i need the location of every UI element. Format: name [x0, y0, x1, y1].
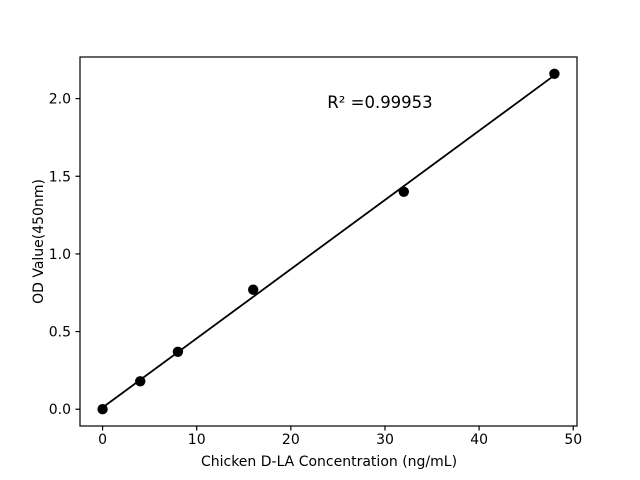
- data-point: [97, 404, 108, 415]
- y-tick-label: 0.5: [49, 325, 71, 341]
- data-point: [172, 346, 184, 357]
- y-tick-label: 1.0: [49, 247, 71, 263]
- data-point: [549, 68, 560, 79]
- x-tick-label: 30: [376, 432, 394, 448]
- x-tick-label: 0: [98, 432, 107, 448]
- x-axis-label: Chicken D-LA Concentration (ng/mL): [201, 454, 457, 470]
- data-point: [247, 284, 259, 295]
- y-tick-label: 2.0: [49, 92, 71, 108]
- x-tick-label: 50: [564, 432, 582, 448]
- y-axis-ticks: 0.0 0.5 1.0 1.5 2.0: [49, 92, 80, 418]
- x-tick-label: 40: [470, 432, 488, 448]
- y-tick-label: 0.0: [49, 402, 71, 418]
- data-point: [398, 186, 410, 198]
- data-point: [135, 376, 146, 387]
- axes-spines: [79, 56, 578, 427]
- x-tick-label: 20: [282, 432, 300, 448]
- x-axis-ticks: 0 10 20 30 40 50: [98, 426, 582, 448]
- y-axis-label: OD Value(450nm): [31, 179, 47, 304]
- y-tick-label: 1.5: [49, 169, 71, 185]
- data-points: [97, 68, 560, 415]
- r-squared-annotation: R² =0.99953: [327, 93, 432, 112]
- x-tick-label: 10: [188, 432, 206, 448]
